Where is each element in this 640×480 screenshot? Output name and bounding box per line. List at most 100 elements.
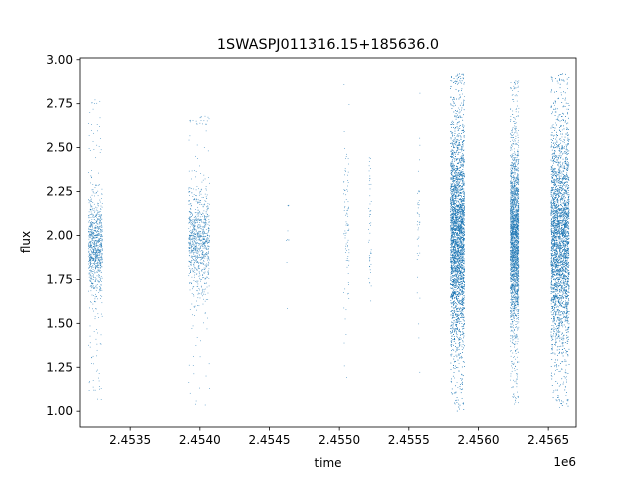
- data-point: [195, 200, 197, 202]
- data-point: [461, 291, 462, 293]
- data-point: [209, 388, 210, 389]
- data-point: [200, 240, 201, 242]
- data-point: [91, 233, 93, 235]
- data-point: [198, 247, 200, 249]
- data-point: [196, 195, 197, 197]
- data-point: [463, 175, 465, 177]
- data-point: [98, 265, 100, 266]
- data-point: [201, 214, 202, 215]
- data-point: [90, 231, 91, 232]
- data-point: [98, 240, 100, 241]
- data-point: [203, 147, 205, 148]
- data-point: [89, 265, 91, 267]
- data-point: [201, 181, 203, 183]
- data-point: [461, 172, 463, 174]
- data-point: [203, 322, 204, 324]
- data-point: [88, 263, 89, 265]
- data-point: [95, 242, 97, 244]
- data-point: [192, 222, 193, 224]
- data-point: [197, 227, 199, 229]
- data-point: [195, 260, 197, 262]
- data-point: [459, 212, 461, 214]
- data-point: [204, 200, 206, 202]
- data-point: [190, 222, 192, 223]
- data-point: [457, 258, 458, 260]
- data-point: [190, 212, 192, 214]
- data-point: [190, 264, 191, 266]
- data-point: [206, 239, 208, 241]
- data-point: [458, 286, 460, 288]
- data-point: [198, 214, 199, 216]
- data-point: [204, 178, 206, 180]
- data-point: [95, 266, 96, 268]
- data-point: [451, 217, 453, 218]
- data-point: [92, 258, 94, 259]
- data-point: [460, 334, 461, 336]
- data-point: [93, 252, 95, 254]
- data-point: [94, 247, 95, 249]
- data-point: [195, 222, 196, 224]
- data-point: [452, 176, 454, 177]
- data-point: [462, 180, 463, 181]
- data-point: [188, 187, 190, 188]
- data-point: [204, 226, 206, 228]
- data-point: [191, 231, 193, 233]
- data-point: [188, 188, 190, 190]
- data-point: [189, 289, 191, 291]
- data-point: [97, 130, 98, 132]
- data-point: [89, 280, 91, 282]
- data-point: [205, 130, 207, 132]
- data-point: [192, 250, 193, 252]
- data-point: [93, 274, 94, 276]
- data-point: [88, 272, 90, 274]
- data-point: [461, 219, 463, 221]
- data-point: [195, 345, 197, 346]
- data-point: [101, 188, 103, 190]
- data-point: [456, 236, 458, 238]
- data-point: [100, 240, 101, 241]
- data-point: [194, 238, 196, 239]
- data-point: [191, 220, 192, 221]
- data-point: [91, 224, 93, 226]
- data-point: [208, 242, 210, 243]
- data-point: [203, 264, 204, 265]
- data-point: [206, 237, 208, 239]
- data-point: [194, 233, 196, 234]
- data-point: [98, 270, 100, 272]
- data-point: [92, 248, 93, 250]
- data-point: [194, 260, 196, 261]
- data-point: [370, 285, 372, 287]
- data-point: [91, 257, 92, 258]
- data-point: [100, 262, 102, 263]
- data-point: [456, 150, 457, 151]
- data-point: [95, 227, 97, 228]
- data-point: [94, 262, 95, 263]
- data-point: [192, 223, 194, 225]
- data-point: [464, 206, 465, 207]
- data-point: [197, 283, 199, 285]
- data-point: [189, 187, 191, 189]
- data-point: [91, 102, 93, 104]
- data-point: [201, 263, 202, 264]
- data-point: [191, 213, 193, 214]
- data-point: [419, 190, 420, 192]
- data-point: [189, 268, 190, 269]
- data-point: [452, 291, 453, 293]
- data-point: [190, 218, 192, 220]
- data-point: [90, 253, 91, 255]
- data-point: [199, 235, 201, 237]
- data-point: [190, 264, 192, 266]
- data-point: [200, 280, 201, 282]
- data-point: [96, 265, 98, 267]
- data-point: [100, 234, 102, 236]
- data-point: [457, 162, 459, 164]
- data-point: [95, 248, 96, 250]
- data-point: [207, 228, 209, 230]
- data-point: [369, 257, 371, 258]
- data-point: [207, 232, 209, 233]
- data-point: [100, 267, 101, 269]
- data-point: [370, 251, 372, 253]
- data-point: [199, 216, 201, 218]
- data-point: [456, 177, 458, 178]
- data-point: [90, 243, 91, 245]
